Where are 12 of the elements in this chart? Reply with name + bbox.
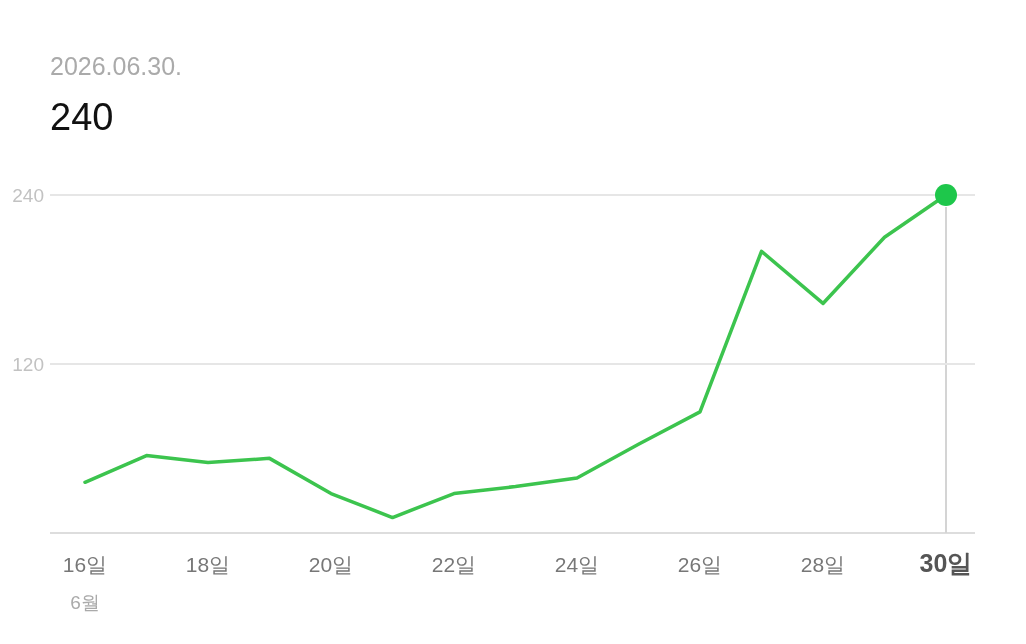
y-tick-label: 120 <box>12 353 44 375</box>
x-tick-label: 28일 <box>800 553 846 576</box>
x-tick-label: 16일 <box>62 553 108 576</box>
x-tick-label: 22일 <box>431 553 477 576</box>
x-tick-label: 30일 <box>919 549 973 577</box>
x-tick-label: 24일 <box>554 553 600 576</box>
x-tick-label: 20일 <box>308 553 354 576</box>
x-tick-label: 26일 <box>677 553 723 576</box>
x-axis-title: 6월 <box>70 592 100 613</box>
x-tick-label: 18일 <box>185 553 231 576</box>
chart-subtitle: 2026.06.30. <box>50 52 183 80</box>
chart-title: 240 <box>50 96 114 138</box>
